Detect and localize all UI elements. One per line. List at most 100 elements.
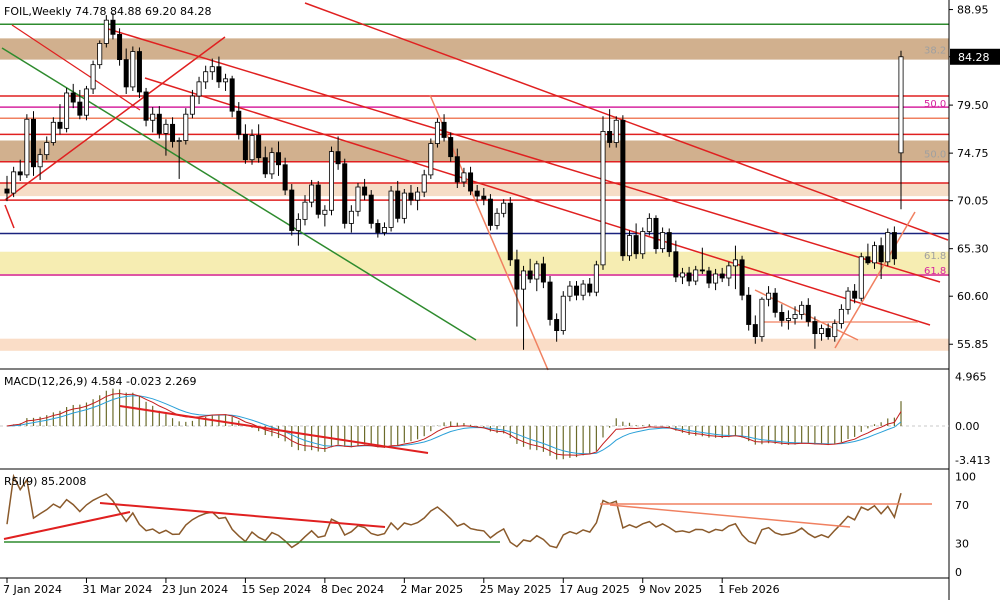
candle — [70, 83, 76, 109]
candle-body — [136, 51, 142, 93]
price-zone — [0, 251, 949, 276]
current-price-box — [950, 48, 1000, 65]
candle-body — [819, 328, 825, 335]
candle — [487, 194, 493, 231]
candle-body — [825, 328, 831, 338]
candle-body — [772, 292, 778, 313]
candle — [501, 199, 507, 218]
candle-body — [441, 121, 447, 138]
candle — [574, 281, 580, 301]
candle — [209, 58, 215, 80]
candle — [189, 89, 195, 119]
candle — [706, 266, 712, 289]
candle-body — [560, 295, 566, 331]
candle-body — [355, 186, 361, 212]
candle — [30, 111, 36, 176]
candle-body — [315, 184, 321, 215]
candle-body — [421, 174, 427, 193]
candle-body — [785, 318, 791, 321]
candle — [381, 222, 387, 236]
candle — [110, 13, 116, 40]
candle-body — [679, 272, 685, 278]
candle-body — [203, 71, 209, 83]
candle-body — [30, 118, 36, 168]
x-tick-label: 8 Dec 2024 — [321, 583, 384, 596]
candle — [229, 75, 235, 118]
candle — [335, 136, 341, 170]
candle-body — [779, 311, 785, 321]
candle — [24, 114, 30, 178]
candle-body — [395, 190, 401, 219]
candle — [660, 227, 666, 253]
candle — [216, 56, 222, 88]
candle — [812, 316, 818, 349]
price-zone — [0, 338, 949, 351]
candle-body — [90, 64, 96, 90]
candle-body — [156, 113, 162, 134]
trendline-orange-rise — [834, 211, 916, 349]
candle-body — [487, 198, 493, 226]
candle-body — [607, 130, 613, 143]
candle-body — [77, 101, 83, 116]
candle — [640, 227, 646, 259]
candle — [183, 108, 189, 145]
candle-body — [620, 119, 626, 257]
candle-body — [527, 270, 533, 280]
rsi-tick-label: 70 — [955, 499, 969, 512]
candle-body — [706, 270, 712, 284]
candle — [401, 189, 407, 224]
candle-body — [4, 188, 10, 194]
price-tick-label: 74.75 — [957, 147, 989, 160]
candle-body — [666, 232, 672, 253]
candle — [693, 265, 699, 286]
candle-body — [746, 294, 752, 325]
candle-body — [494, 212, 500, 226]
candle-body — [461, 172, 467, 183]
candle — [832, 319, 838, 342]
candle-body — [11, 171, 17, 194]
trendline-green-down — [1, 47, 477, 341]
candle — [4, 175, 10, 202]
x-axis: 7 Jan 2024 31 Mar 2024 23 Jun 2024 15 Sep 2… — [3, 578, 780, 596]
candle — [766, 286, 772, 307]
candle — [752, 315, 758, 344]
rsi-line — [6, 473, 902, 549]
candle-body — [57, 121, 63, 129]
candle — [872, 241, 878, 269]
ohlc-value: 84.88 — [107, 5, 142, 18]
candle-body — [865, 256, 871, 264]
candle — [560, 291, 566, 335]
candle — [123, 48, 129, 94]
candle — [77, 89, 83, 120]
price-zone — [0, 140, 949, 162]
candle-body — [342, 163, 348, 224]
candle — [342, 158, 348, 229]
candle-body — [852, 290, 858, 299]
candle — [454, 148, 460, 189]
candle-body — [70, 92, 76, 103]
candle-body — [328, 151, 334, 211]
candle-body — [766, 292, 772, 300]
x-tick-label: 17 Aug 2025 — [559, 583, 629, 596]
candle — [11, 166, 17, 198]
candle-body — [845, 290, 851, 310]
x-tick-label: 23 Jun 2024 — [162, 583, 228, 596]
candle — [580, 280, 586, 301]
candle — [739, 255, 745, 301]
price-tick-label: 65.30 — [957, 243, 989, 256]
candle — [474, 184, 480, 202]
x-tick-label: 9 Nov 2025 — [639, 583, 702, 596]
macd-panel: 4.965 0.00 -3.413 — [0, 370, 990, 467]
candle — [176, 137, 182, 179]
candle-body — [130, 51, 136, 88]
candle — [845, 287, 851, 315]
candle-body — [276, 152, 282, 166]
candle-body — [196, 81, 202, 97]
candle-body — [593, 264, 599, 293]
candle — [150, 107, 156, 133]
candle — [858, 252, 864, 302]
trendlines — [1, 2, 949, 371]
candle-body — [474, 190, 480, 197]
candle — [249, 129, 255, 165]
